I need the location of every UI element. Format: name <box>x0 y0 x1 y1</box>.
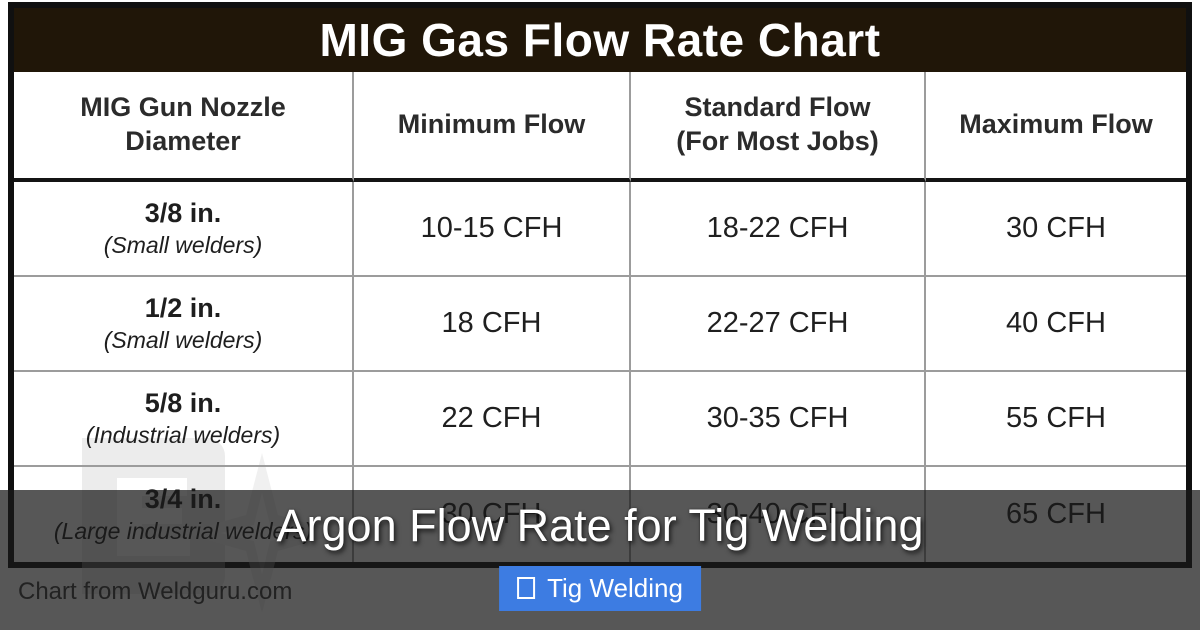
min-flow-value: 22 CFH <box>354 372 631 467</box>
max-flow-value: 40 CFH <box>926 277 1186 372</box>
nozzle-diameter: 3/8 in. <box>144 198 222 228</box>
std-flow-value: 22-27 CFH <box>631 277 926 372</box>
column-header-maximum-flow: Maximum Flow <box>926 72 1186 182</box>
column-header-minimum-flow: Minimum Flow <box>354 72 631 182</box>
std-flow-value: 18-22 CFH <box>631 182 926 277</box>
min-flow-value: 10-15 CFH <box>354 182 631 277</box>
nozzle-diameter: 1/2 in. <box>144 293 222 323</box>
max-flow-value: 55 CFH <box>926 372 1186 467</box>
table-title: MIG Gas Flow Rate Chart <box>14 8 1186 72</box>
welder-type: (Industrial welders) <box>85 422 281 449</box>
min-flow-value: 18 CFH <box>354 277 631 372</box>
category-badge-label: Tig Welding <box>547 573 683 603</box>
column-header-nozzle-diameter: MIG Gun Nozzle Diameter <box>14 72 354 182</box>
nozzle-diameter: 5/8 in. <box>144 388 222 418</box>
page-title: Argon Flow Rate for Tig Welding <box>276 500 924 551</box>
table-row-cell: 1/2 in. (Small welders) <box>14 277 354 372</box>
table-grid: MIG Gas Flow Rate Chart MIG Gun Nozzle D… <box>14 8 1186 562</box>
category-badge-tig-welding[interactable]: Tig Welding <box>499 566 701 611</box>
tag-placeholder-icon <box>517 577 536 599</box>
std-flow-value: 30-35 CFH <box>631 372 926 467</box>
table-row-cell: 3/8 in. (Small welders) <box>14 182 354 277</box>
welder-type: (Small welders) <box>103 232 263 259</box>
column-header-standard-flow: Standard Flow (For Most Jobs) <box>631 72 926 182</box>
welder-type: (Small welders) <box>103 327 263 354</box>
flow-rate-table: MIG Gas Flow Rate Chart MIG Gun Nozzle D… <box>8 2 1192 613</box>
table-row-cell: 5/8 in. (Industrial welders) <box>14 372 354 467</box>
max-flow-value: 30 CFH <box>926 182 1186 277</box>
chart-attribution: Chart from Weldguru.com <box>18 578 293 605</box>
